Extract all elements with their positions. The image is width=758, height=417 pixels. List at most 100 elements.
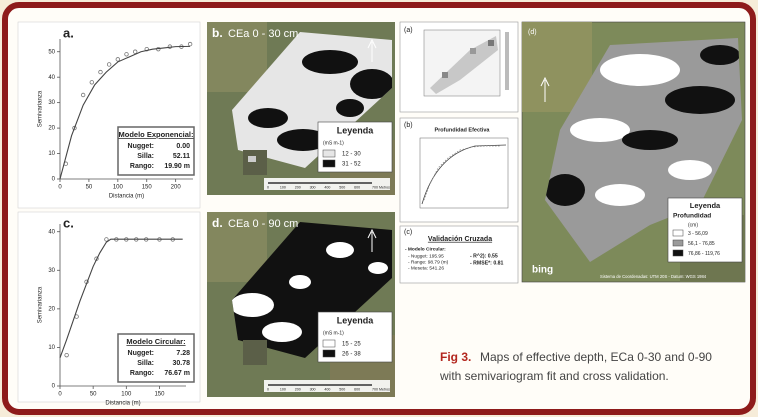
validation-line: - Nugget: 195.95 [408, 253, 444, 259]
y-tick-label: 40 [48, 229, 55, 235]
scale-label: 200 [295, 387, 301, 391]
x-tick-label: 100 [113, 185, 124, 191]
model-value: 19.90 m [164, 163, 190, 170]
x-tick-label: 200 [171, 185, 182, 191]
model-key: Silla: [137, 153, 154, 160]
chart-panel [18, 22, 200, 208]
legend-subtitle: Profundidad [673, 213, 711, 220]
validation-line: - Modelo Circular: [405, 246, 446, 252]
model-key: Silla: [137, 360, 154, 367]
figure: b. CEa 0 - 30 cm d. CEa 0 - 90 cm (a) [0, 0, 758, 417]
scale-label: 300 [310, 387, 316, 391]
legend-label: 12 - 30 [342, 152, 361, 158]
legend-label: 3 - 56,09 [688, 231, 708, 237]
y-axis-label: Semivarianza [38, 90, 44, 127]
scale-label: 600 [354, 387, 360, 391]
caption-line: with semivariogram fit and cross validat… [439, 369, 669, 383]
panel-label: (a) [404, 27, 413, 34]
scale-label: 700 Metros [372, 387, 390, 391]
legend-title: Leyenda [337, 125, 375, 135]
legend-label: 26 - 38 [342, 352, 361, 358]
caption-line: Maps of effective depth, ECa 0-30 and 0-… [480, 350, 712, 364]
legend-unit: (cm) [688, 222, 698, 228]
map-title: CEa 0 - 90 cm [228, 218, 298, 230]
map-title: CEa 0 - 30 cm [228, 28, 298, 40]
scale-label: 300 [310, 185, 316, 189]
legend-swatch [673, 240, 683, 246]
scale-label: 100 [280, 387, 286, 391]
legend-title: Leyenda [690, 201, 721, 210]
panel-label: (d) [528, 29, 537, 36]
panel-label: (b) [404, 122, 413, 129]
x-axis-label: Distancia (m) [109, 194, 144, 200]
map-label: b. [212, 26, 223, 40]
model-key: Rango: [130, 163, 154, 170]
map-label: d. [212, 216, 223, 230]
scale-label: 700 Metros [372, 185, 390, 189]
model-title: Modelo Exponencial: [118, 130, 193, 139]
validation-stat: - R^2): 0.55 [470, 253, 498, 259]
x-tick-label: 150 [142, 185, 153, 191]
panel-label: (c) [404, 229, 412, 236]
y-tick-label: 20 [48, 126, 55, 132]
scale-label: 100 [280, 185, 286, 189]
legend-swatch [673, 250, 683, 256]
model-title: Modelo Circular: [126, 337, 185, 346]
x-axis-label: Distancia (m) [105, 401, 140, 407]
scale-label: 200 [295, 185, 301, 189]
x-tick-label: 150 [154, 392, 165, 398]
legend-swatch [323, 160, 335, 167]
chart-label: a. [63, 25, 74, 40]
y-tick-label: 40 [48, 75, 55, 81]
legend-swatch [323, 150, 335, 157]
side-panel-a: (a) [400, 22, 518, 112]
model-key: Rango: [130, 370, 154, 377]
model-value: 0.00 [176, 143, 190, 150]
y-tick-label: 20 [48, 306, 55, 312]
x-tick-label: 50 [90, 392, 97, 398]
model-value: 7.28 [176, 350, 190, 357]
panel-title: Profundidad Efectiva [434, 127, 490, 133]
legend-label: 15 - 25 [342, 342, 361, 348]
model-value: 30.78 [172, 360, 190, 367]
legend-swatch [323, 350, 335, 357]
map-d: d. CEa 0 - 90 cm [207, 212, 395, 397]
y-tick-label: 30 [48, 100, 55, 106]
brand: bing [532, 265, 553, 276]
model-value: 76.67 m [164, 370, 190, 377]
legend-swatch [323, 340, 335, 347]
legend-title: Leyenda [337, 315, 375, 325]
validation-line: - Meseta: 541.26 [408, 265, 444, 271]
scale-label: 0 [267, 185, 269, 189]
x-tick-label: 50 [86, 185, 93, 191]
validation-line: - Range: 98.79 (m) [408, 259, 449, 265]
model-key: Nugget: [128, 350, 154, 357]
y-tick-label: 50 [48, 49, 55, 55]
caption-label: Fig 3. [440, 350, 471, 364]
legend-unit: (mS m-1) [323, 140, 344, 146]
y-axis-label: Semivarianza [38, 286, 44, 323]
scale-label: 500 [339, 185, 345, 189]
validation-stat: - RMSE*: 0.81 [470, 260, 504, 266]
x-tick-label: 100 [121, 392, 132, 398]
model-key: Nugget: [128, 143, 154, 150]
scale-label: 400 [324, 387, 330, 391]
legend-swatch [673, 230, 683, 236]
legend-unit: (mS m-1) [323, 330, 344, 336]
side-panel-b: (b) Profundidad Efectiva [400, 118, 518, 222]
legend-label: 76,86 - 119,76 [688, 251, 720, 257]
scale-label: 600 [354, 185, 360, 189]
scale-label: 500 [339, 387, 345, 391]
scale-label: 400 [324, 185, 330, 189]
y-tick-label: 10 [48, 151, 55, 157]
panel-title: Validación Cruzada [428, 236, 492, 243]
legend-label: 31 - 52 [342, 162, 361, 168]
side-panel-c: (c) Validación Cruzada - Modelo Circular… [400, 226, 518, 283]
model-value: 52.11 [173, 153, 190, 160]
legend-label: 56,1 - 76,85 [688, 241, 715, 247]
y-tick-label: 10 [48, 345, 55, 351]
scale-label: 0 [267, 387, 269, 391]
chart-label: c. [63, 215, 74, 230]
crs-note: Sistema de Coordenadas: UTM 20S - Datum:… [600, 274, 707, 279]
y-tick-label: 30 [48, 268, 55, 274]
